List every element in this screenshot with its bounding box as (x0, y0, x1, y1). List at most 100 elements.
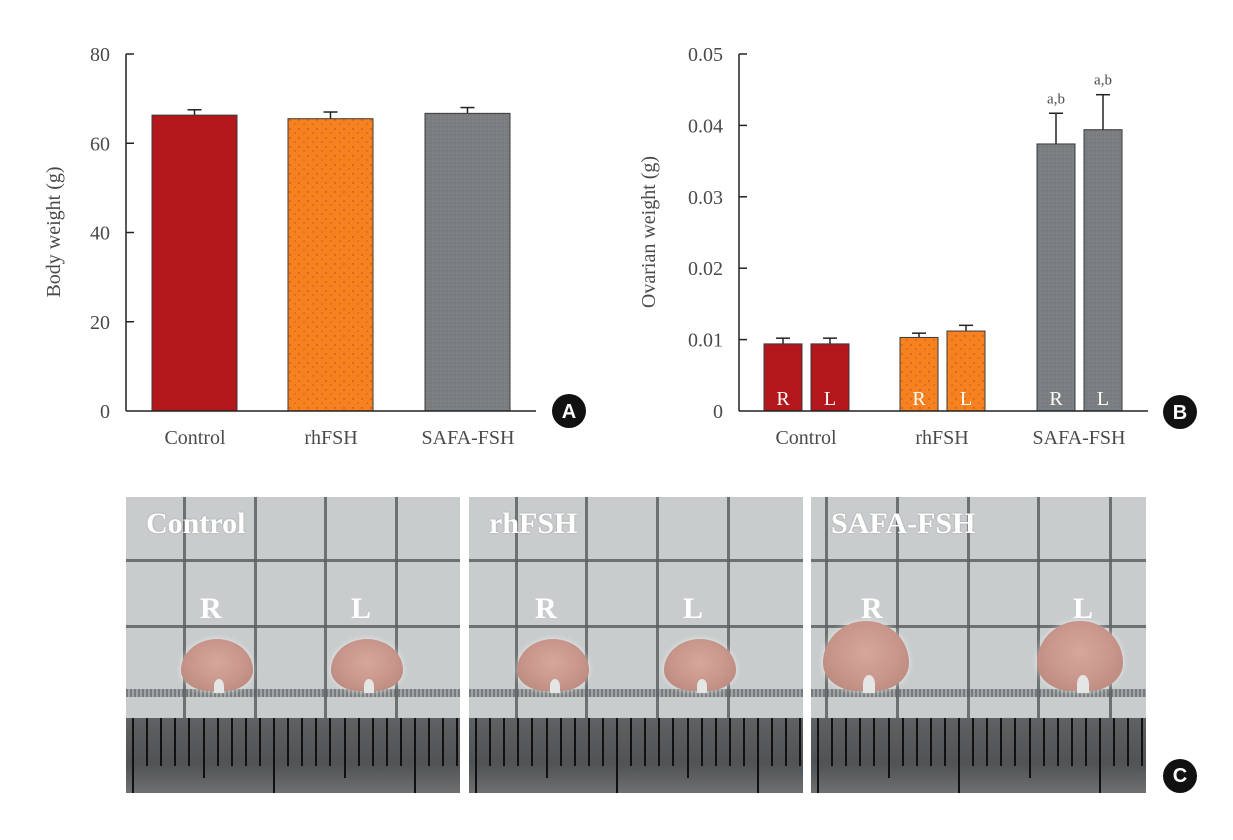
ruler-tick (503, 718, 506, 766)
y-tick-label: 0 (100, 401, 110, 423)
bar-side-label: R (776, 388, 790, 410)
ruler-tick (442, 718, 445, 766)
ruler-tick (573, 718, 576, 766)
grid-line (469, 689, 803, 697)
panel-a-badge-label: A (562, 401, 576, 423)
ruler-tick (188, 718, 191, 766)
a-y-axis-title: Body weight (g) (43, 166, 65, 297)
grid-line (469, 625, 803, 628)
ruler-tick (160, 718, 163, 766)
ruler-tick (559, 718, 562, 766)
ruler-tick (915, 718, 918, 766)
panel-c-badge: C (1163, 759, 1197, 793)
grid-line (811, 559, 1146, 562)
significance-annotation: a,b (1094, 73, 1112, 89)
y-tick-label: 0.02 (688, 258, 723, 280)
bar-side-label: L (1097, 388, 1109, 410)
ruler-tick (517, 718, 520, 766)
ruler-tick (301, 718, 304, 766)
ruler-tick (230, 718, 233, 766)
bar-safa-fsh (424, 112, 511, 412)
ruler-tick (545, 718, 548, 778)
bar-side-label: L (824, 388, 836, 410)
y-tick-label: 0.01 (688, 330, 723, 352)
photo-left-label: L (1073, 592, 1094, 625)
ruler-tick (329, 718, 332, 766)
b-y-axis-title: Ovarian weight (g) (638, 156, 660, 308)
left-ovary (331, 639, 403, 693)
ruler-tick (1042, 718, 1045, 766)
ruler-tick (658, 718, 661, 766)
ruler-tick (799, 718, 802, 766)
ruler-tick (202, 718, 205, 778)
grid-line (254, 497, 257, 719)
right-ovary (517, 639, 589, 693)
ruler-tick (146, 718, 149, 766)
ruler-tick (1070, 718, 1073, 766)
ruler-tick (371, 718, 374, 766)
grid-line (395, 497, 398, 719)
panel-b-ovarian-weight-chart: R L R L Ra,b La,b 0 0.01 0.02 0.03 0.04 0.05 Ovari… (638, 44, 1197, 449)
grid-line (1037, 497, 1040, 719)
y-tick-label: 0 (713, 401, 723, 423)
ruler (811, 718, 1146, 793)
left-ovary (1037, 621, 1123, 693)
grid-line (656, 497, 659, 719)
ruler-tick (414, 718, 416, 793)
ruler-tick (1099, 718, 1101, 793)
ruler-tick (489, 718, 492, 766)
ruler-tick (1141, 718, 1144, 766)
y-tick-label: 0.04 (688, 115, 723, 137)
ruler-tick (686, 718, 689, 778)
ruler-tick (1014, 718, 1017, 766)
y-tick-label: 80 (90, 44, 110, 66)
ruler-tick (132, 718, 134, 793)
photo-title: SAFA-FSH (831, 507, 976, 540)
ruler-tick (216, 718, 219, 766)
right-ovary (823, 621, 909, 693)
ruler-tick (287, 718, 290, 766)
grid-line (324, 497, 327, 719)
ruler-tick (817, 718, 819, 793)
grid-line (967, 497, 970, 719)
significance-annotation: a,b (1047, 91, 1065, 107)
b-x-label-safa-fsh: SAFA-FSH (1033, 427, 1126, 449)
ruler-tick (1028, 718, 1031, 778)
y-tick-label: 40 (90, 223, 110, 245)
ruler-tick (531, 718, 534, 766)
grid-line (896, 497, 899, 719)
ruler-tick (616, 718, 618, 793)
grid-line (126, 689, 460, 697)
ruler-tick (399, 718, 402, 766)
photo-right-label: R (535, 592, 557, 625)
ruler-tick (887, 718, 890, 778)
a-x-label-rhfsh: rhFSH (304, 427, 357, 449)
ruler-tick (901, 718, 904, 766)
photo-right-label: R (200, 592, 222, 625)
ruler-tick (700, 718, 703, 766)
y-tick-label: 20 (90, 312, 110, 334)
ruler (126, 718, 460, 793)
ruler-tick (714, 718, 717, 766)
grid-line (1109, 497, 1112, 719)
ruler-tick (475, 718, 477, 793)
grid-line (585, 497, 588, 719)
ruler-tick (174, 718, 177, 766)
y-tick-label: 60 (90, 133, 110, 155)
bar-rhfsh (287, 118, 374, 412)
bar-side-label: R (912, 388, 926, 410)
ruler-tick (357, 718, 360, 766)
y-tick-label: 0.05 (688, 44, 723, 66)
ruler-tick (672, 718, 675, 766)
ruler-tick (943, 718, 946, 766)
ruler-tick (986, 718, 989, 766)
ruler-tick (1113, 718, 1116, 766)
photo-control: Control R L (126, 497, 460, 793)
bar-safa-fsh-r (1036, 143, 1076, 412)
grid-line (811, 625, 1146, 628)
bar-control (151, 114, 238, 412)
bar-control-r (763, 343, 803, 412)
photo-left-label: L (351, 592, 372, 625)
